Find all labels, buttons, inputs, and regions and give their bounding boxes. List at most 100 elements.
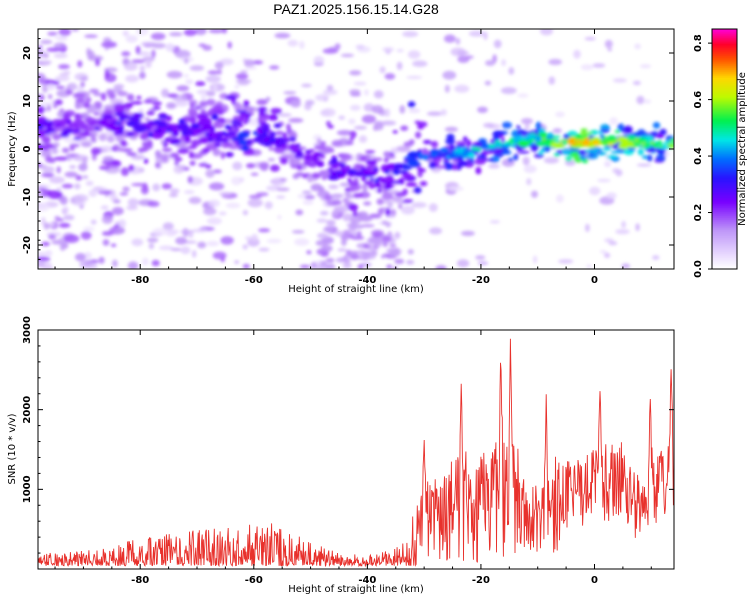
spectrogram-ridge-core [108,125,121,132]
spectrogram-noise-blob [635,223,640,232]
spectrogram-ridge-blob [188,108,196,114]
spectrogram-ridge-blob [187,145,197,150]
spectrogram-noise-blob [131,154,146,160]
spectrogram-ridge-core [78,120,86,127]
spectrogram-noise-blob [548,58,562,66]
spectrogram-noise-blob [385,49,391,55]
spectrogram-ridge-core [347,178,352,183]
spectrogram-ridge-blob [310,183,323,192]
spectrogram-ridge-blob [577,149,588,156]
spectrogram-ridge-core [598,140,610,144]
spectrogram-ridge-blob [102,156,114,162]
spectrogram-ridge-blob [331,139,343,147]
colorbar-strip [712,249,737,252]
x-tick-label: -40 [358,575,376,586]
spectrogram-noise-blob [457,55,470,63]
spectrogram-ridge-blob [53,142,60,148]
spectrogram-noise-blob [321,245,333,252]
spectrogram-ridge-core [327,175,340,181]
spectrogram-noise-blob [63,70,71,74]
spectrogram-ridge-blob [205,164,212,169]
spectrogram-ridge-blob [221,109,226,114]
spectrogram-ridge-core [503,141,509,146]
y-tick-label: 1000 [22,475,33,503]
spectrogram-noise-blob [543,157,560,164]
spectrogram-noise-blob [384,73,396,80]
spectrogram-ridge-blob [279,157,288,165]
spectrogram-ridge-blob [314,145,326,150]
spectrogram-noise-blob [183,29,197,37]
y-tick-label: -10 [22,188,33,206]
colorbar-tick-label: 0.2 [693,204,704,222]
spectrogram-noise-blob [319,262,329,268]
colorbar-strip [712,51,737,54]
spectrogram-ridge-blob [73,92,85,99]
colorbar-strip [712,241,737,244]
colorbar-strip [712,215,737,218]
spectrogram-noise-blob [158,245,174,251]
spectrogram-ridge-core [268,138,277,143]
spectrogram-noise-blob [345,249,352,257]
spectrogram-ridge-core [44,128,51,135]
x-tick-label: 0 [591,575,598,586]
spectrogram-ridge-blob [392,130,398,134]
colorbar-strip [712,45,737,48]
spectrogram-noise-blob [301,83,312,88]
spectrogram-noise-blob [43,222,50,230]
spectrogram-noise-blob [361,114,376,124]
spectrogram-ridge-blob [146,139,153,148]
spectrogram-ridge-blob [257,115,263,124]
spectrogram-ridge-core [253,130,258,136]
spectrogram-ridge-blob [239,114,249,119]
snr-y-axis: 1000 2000 3000 [22,316,674,554]
colorbar-strip [712,247,737,250]
spectrogram-ridge-blob [466,139,472,148]
spectrogram-noise-blob [264,201,273,210]
spectrogram-noise-blob [248,117,261,126]
spectrogram-noise-blob [324,194,332,201]
spectrogram-noise-blob [269,65,280,70]
colorbar-strip [712,159,737,162]
spectrogram-ridge-core [567,137,576,145]
spectrogram-ridge-blob [268,114,279,121]
spectrogram-ridge-blob [89,88,100,94]
colorbar-strip [712,213,737,216]
spectrogram-noise-blob [556,194,564,203]
spectrogram-noise-blob [388,250,401,257]
spectrogram-noise-blob [150,32,166,41]
spectrogram-noise-blob [351,223,364,230]
spectrogram-noise-blob [208,182,225,191]
spectrogram-noise-blob [586,264,592,268]
colorbar-strip [712,41,737,44]
colorbar-strip [712,163,737,166]
spectrogram-ridge-blob [623,125,633,134]
spectrogram-noise-blob [218,211,227,216]
spectrogram-ridge-core [259,133,267,139]
spectrogram-ridge-blob [243,100,250,107]
colorbar-strip [712,239,737,242]
spectrogram-noise-blob [407,50,421,59]
spectrogram-ridge-core [130,117,141,123]
spectrogram-ridge-core [626,135,638,141]
spectrogram-ridge-core [347,169,357,174]
spectrogram-ridge-blob [126,152,137,157]
spectrogram-ridge-blob [93,112,100,116]
spectrogram-ridge-core [224,124,231,130]
spectrogram-ridge-core [118,116,126,121]
spectrogram-noise-blob [203,207,217,216]
colorbar-strip [712,67,737,70]
spectrogram-noise-blob [38,202,50,212]
spectrogram-noise-blob [302,200,314,205]
spectrogram-noise-blob [38,50,45,59]
spectrogram-ridge-blob [535,121,542,130]
spectrogram-ridge-core [657,140,662,145]
colorbar-strip [712,169,737,172]
spectrogram-noise-blob [369,213,381,218]
colorbar-strip [712,65,737,68]
snr-frame [37,329,675,570]
spectrogram-noise-blob [80,231,92,240]
colorbar-strip [712,167,737,170]
spectrogram-noise-blob [477,261,489,266]
spectrogram-ridge-blob [347,204,359,211]
spectrogram-noise-blob [484,80,492,86]
